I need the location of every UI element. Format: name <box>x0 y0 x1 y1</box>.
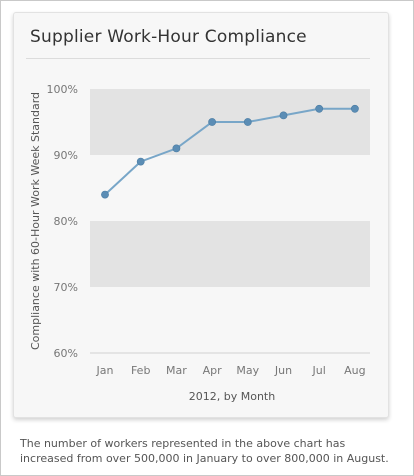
data-point <box>279 111 288 120</box>
data-point <box>208 118 216 126</box>
x-tick-label: Mar <box>166 364 187 377</box>
grid-band <box>90 221 370 287</box>
data-point <box>172 144 181 153</box>
x-tick-label: Jul <box>312 364 326 377</box>
x-axis-label: 2012, by Month <box>189 390 275 403</box>
x-tick-label: Feb <box>131 364 150 377</box>
x-tick-label: Jan <box>96 364 114 377</box>
y-tick-label: 100% <box>47 83 78 96</box>
x-tick-label: May <box>236 364 259 377</box>
y-tick-label: 90% <box>54 149 78 162</box>
x-tick-label: Jun <box>274 364 292 377</box>
y-tick-label: 70% <box>54 281 78 294</box>
chart-title: Supplier Work-Hour Compliance <box>30 27 307 47</box>
data-point <box>243 118 252 126</box>
y-axis-label: Compliance with 60-Hour Work Week Standa… <box>29 92 42 350</box>
chart-caption: The number of workers represented in the… <box>20 437 389 465</box>
y-tick-label: 80% <box>54 215 78 228</box>
title-divider <box>26 58 370 59</box>
chart-card: Supplier Work-Hour Compliance <box>13 12 389 418</box>
x-tick-label: Aug <box>344 364 365 377</box>
data-point <box>136 157 145 166</box>
data-point <box>101 190 109 199</box>
data-point <box>350 104 359 113</box>
x-tick-label: Apr <box>203 364 223 377</box>
series-line <box>104 107 355 196</box>
data-point <box>315 104 324 113</box>
y-tick-label: 60% <box>54 347 78 360</box>
